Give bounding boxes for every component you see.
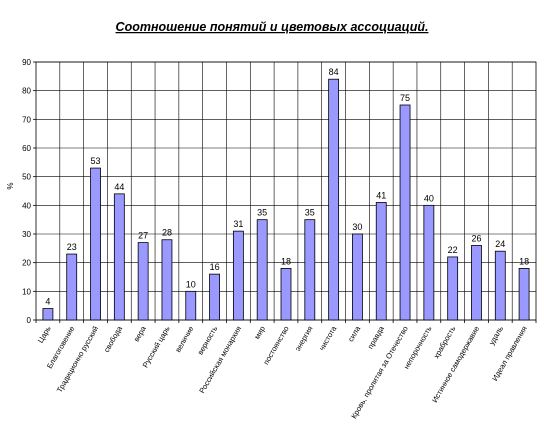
bar [518,267,530,321]
bar [494,250,506,321]
bar [304,219,316,321]
bar-value-label: 27 [138,231,148,241]
bar-value-label: 18 [519,256,529,266]
bar [232,230,244,321]
bar [137,242,149,321]
bar [42,308,54,321]
bar-value-label: 4 [45,297,50,307]
y-tick-labels: 0 10 20 30 40 50 60 70 80 90 [22,58,31,325]
y-tick-label: 30 [22,230,31,239]
y-tick-label: 70 [22,115,31,124]
category-label: мир [252,325,267,341]
y-tick-label: 90 [22,58,31,67]
bar-value-label: 41 [376,190,386,200]
category-label: сила [346,324,362,343]
category-label: Царь [36,324,53,344]
y-tick-label: 40 [22,201,31,210]
bar [471,245,482,321]
bar [352,233,363,321]
bar-value-label: 35 [257,208,267,218]
bar-value-label: 24 [495,239,505,249]
bar [113,193,125,321]
bar-value-label: 28 [162,228,172,238]
category-label: верность [196,324,220,356]
bar-value-label: 26 [471,233,481,243]
bar-value-label: 22 [448,245,458,255]
bar-value-label: 18 [281,256,291,266]
bar-value-label: 35 [305,208,315,218]
category-label: вера [132,324,148,343]
axes [33,61,537,323]
y-tick-label: 20 [22,259,31,268]
bar [280,267,292,321]
category-label: величие [173,325,195,354]
bars [42,78,530,321]
category-label: храбрость [432,324,458,360]
category-label: Истинное самодержавие [430,325,481,405]
bar-value-label: 40 [424,193,434,203]
bar-value-label: 53 [91,156,101,166]
data-labels: 4 23 53 44 27 28 10 16 31 35 18 35 84 30 41 75 40 22 26 24 1… [45,67,529,306]
y-tick-label: 50 [22,173,31,182]
category-label: правда [366,324,387,351]
bar [328,78,340,321]
bar-value-label: 84 [329,67,339,77]
y-tick-label: 10 [22,287,31,296]
category-label: Российская монархия [197,325,243,395]
category-label: энергия [293,325,314,353]
bar [423,204,435,321]
y-tick-label: 0 [27,316,32,325]
bar [66,253,78,321]
bar [375,202,387,321]
bar-value-label: 75 [400,93,410,103]
category-label: чистота [317,324,339,352]
y-tick-label: 60 [22,144,31,153]
y-axis-label: % [6,182,15,189]
bar-value-label: 23 [67,242,77,252]
chart-title: Соотношение понятий и цветовых ассоциаци… [116,20,429,34]
bar [256,219,268,321]
bar-value-label: 44 [114,182,124,192]
bar-value-label: 30 [352,222,362,232]
y-tick-label: 80 [22,87,31,96]
bar [447,256,459,321]
bar [185,290,197,321]
bar [399,104,411,321]
bar-value-label: 16 [210,262,220,272]
bar-value-label: 31 [233,219,243,229]
bar [161,239,173,321]
category-label: свобода [102,324,125,354]
category-label: удаль [487,324,505,346]
bar [90,167,101,321]
bar [209,273,220,321]
bar-value-label: 10 [186,279,196,289]
